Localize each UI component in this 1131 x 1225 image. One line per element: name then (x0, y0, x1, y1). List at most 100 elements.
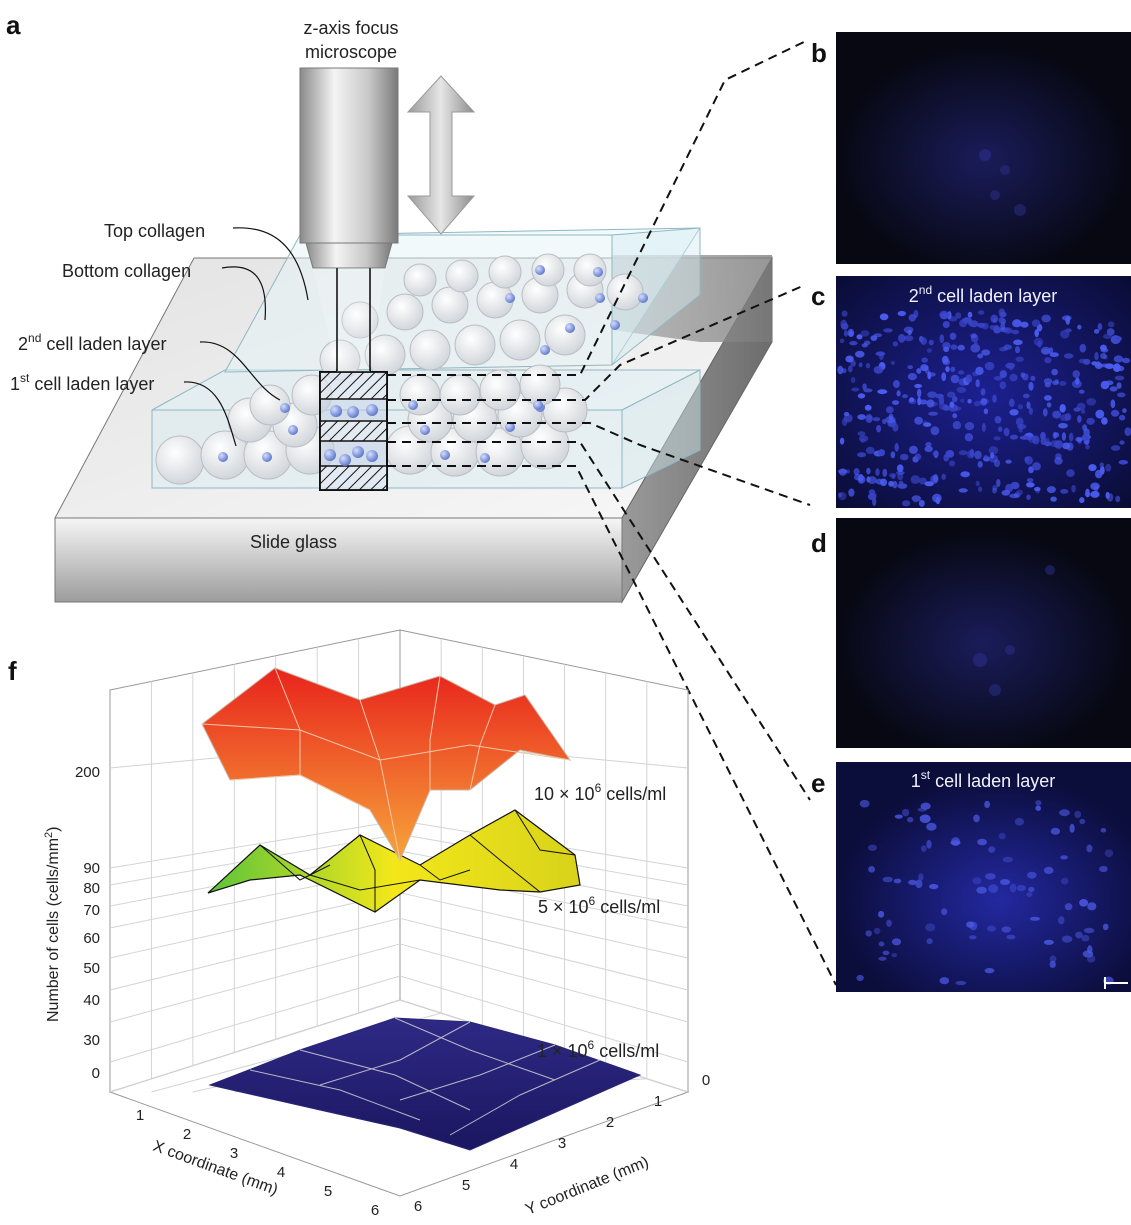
nucleus (998, 308, 1006, 316)
nucleus (942, 321, 950, 328)
nucleus (894, 814, 903, 819)
nucleus (950, 344, 958, 350)
nucleus (1081, 409, 1086, 414)
nucleus (1010, 481, 1020, 490)
schematic-labels: Top collagen Bottom collagen 2nd cell la… (10, 221, 309, 447)
series-label-10e6: 10 × 106 cells/ml (534, 781, 666, 804)
nucleus (877, 389, 888, 395)
series-label-5e6: 5 × 106 cells/ml (538, 894, 660, 917)
nucleus (917, 807, 927, 812)
x-tick-label: 6 (371, 1202, 379, 1219)
nucleus (950, 840, 961, 846)
x-tick-label: 5 (324, 1183, 332, 1200)
nucleus (1016, 884, 1026, 892)
panel-letter-c: c (811, 281, 825, 311)
nucleus (956, 386, 967, 393)
nucleus (1026, 482, 1035, 488)
nucleus (1026, 478, 1034, 483)
nucleus (1087, 955, 1096, 963)
z-tick-label: 0 (92, 1065, 100, 1082)
panel-letter-a: a (6, 10, 21, 40)
micrograph-e: 1st cell laden layer (836, 762, 1131, 992)
nucleus (1122, 357, 1131, 364)
nucleus (1001, 926, 1011, 933)
nucleus (1022, 373, 1029, 381)
nucleus (1086, 844, 1093, 853)
nucleus (890, 451, 896, 459)
nucleus (1043, 939, 1054, 945)
nucleus (1110, 409, 1120, 417)
nucleus (926, 399, 935, 408)
nucleus (1003, 344, 1012, 350)
nucleus (1040, 437, 1047, 445)
nucleus (970, 333, 977, 339)
nucleus (876, 425, 882, 433)
nucleus (855, 350, 865, 358)
scale-bar (1104, 977, 1128, 989)
nucleus (1026, 494, 1031, 500)
nucleus (1100, 828, 1107, 833)
nucleus (920, 337, 927, 345)
nucleus (1028, 435, 1037, 443)
bottom-collagen-label: Bottom collagen (62, 261, 191, 281)
nucleus (840, 319, 848, 329)
nucleus (866, 476, 871, 483)
nucleus (1000, 322, 1006, 331)
nucleus (952, 396, 958, 403)
nucleus (1028, 886, 1035, 893)
nucleus (1102, 923, 1109, 931)
nucleus (928, 339, 934, 346)
nucleus (1110, 445, 1121, 451)
nucleus (839, 338, 845, 344)
x-ticks: 1 2 3 4 5 6 (136, 1107, 379, 1219)
nucleus (973, 814, 980, 823)
nucleus (1122, 408, 1127, 413)
z-axis-arrow-icon (406, 75, 476, 235)
nucleus (973, 341, 978, 350)
nucleus (853, 468, 860, 476)
nucleus (857, 452, 867, 458)
nucleus (1022, 393, 1030, 399)
nucleus (875, 468, 880, 476)
nucleus (1104, 849, 1114, 858)
nucleus (902, 394, 908, 399)
nucleus (1097, 323, 1103, 331)
nucleus (1009, 434, 1019, 440)
nucleus (909, 397, 915, 403)
nucleus (932, 493, 942, 503)
nucleus (976, 886, 987, 894)
nucleus (837, 469, 848, 474)
nucleus (926, 938, 933, 945)
nucleus (1066, 469, 1075, 477)
nucleus (949, 401, 955, 408)
nucleus (1033, 337, 1044, 346)
nucleus (1115, 495, 1121, 503)
nucleus (928, 411, 938, 416)
nucleus (913, 498, 918, 503)
nucleus (882, 950, 890, 956)
nucleus (969, 935, 977, 940)
nucleus (1001, 489, 1011, 496)
nucleus (1059, 381, 1067, 386)
nucleus (955, 312, 962, 319)
nucleus (925, 923, 936, 932)
nucleus (1019, 435, 1030, 440)
nucleus (1063, 353, 1074, 359)
nucleus (983, 408, 989, 415)
nucleus (941, 473, 946, 480)
nucleus (1072, 370, 1080, 378)
nucleus (873, 333, 883, 338)
nucleus (1075, 377, 1080, 385)
nucleus (903, 335, 914, 342)
nucleus (1107, 321, 1115, 328)
nucleus (990, 452, 995, 459)
nucleus (918, 873, 924, 881)
nucleus (856, 334, 863, 340)
nucleus (935, 393, 944, 399)
nucleus (866, 467, 871, 475)
y-tick-label: 5 (462, 1177, 470, 1194)
nucleus (939, 310, 949, 320)
nucleus (843, 330, 849, 337)
nucleus (920, 364, 929, 372)
nucleus (1087, 945, 1093, 954)
